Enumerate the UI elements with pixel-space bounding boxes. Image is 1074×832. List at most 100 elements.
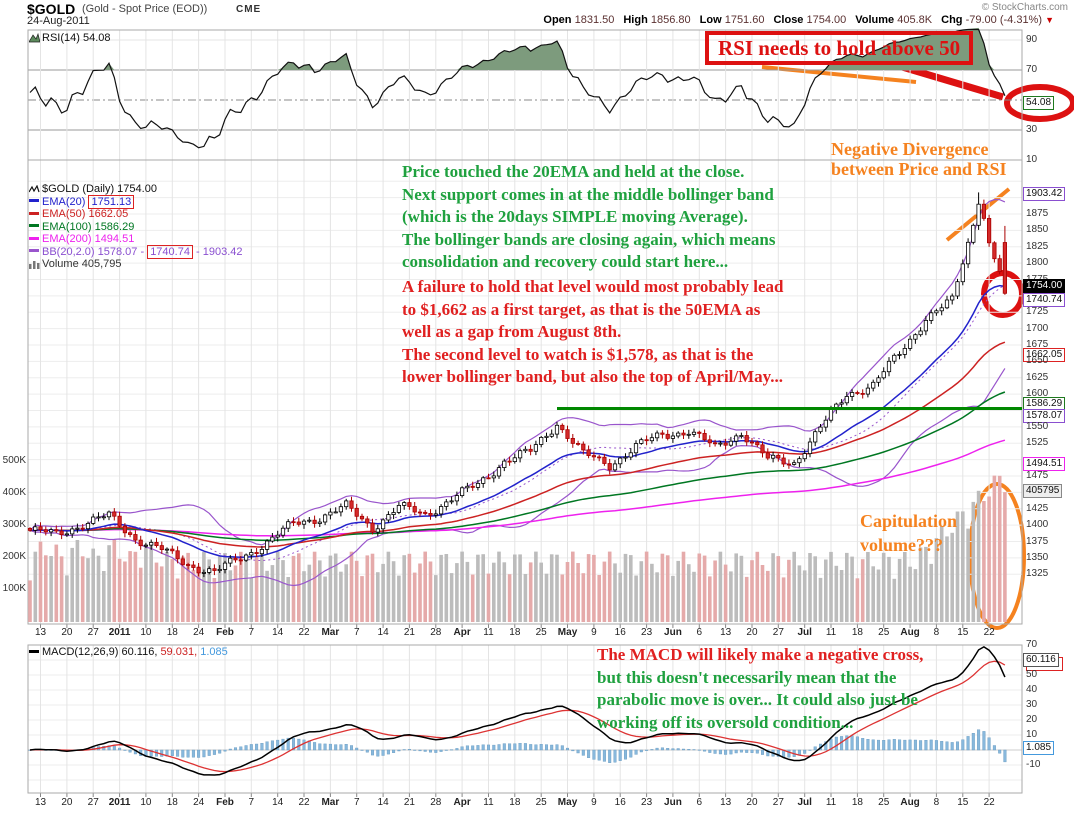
axis-tick-label: 21 bbox=[403, 797, 415, 808]
axis-tick-label: 14 bbox=[377, 627, 389, 638]
axis-tick-label: 20 bbox=[61, 797, 73, 808]
axis-tick-label: 13 bbox=[34, 797, 47, 808]
rsi-legend: RSI(14) 54.08 bbox=[29, 32, 111, 45]
annotation-downside-targets: A failure to hold that level would most … bbox=[402, 277, 784, 386]
axis-tick-label: 16 bbox=[614, 797, 626, 808]
axis-tick-label: Aug bbox=[900, 797, 920, 808]
axis-tick-label: -10 bbox=[1026, 759, 1041, 770]
axis-tick-label: 22 bbox=[983, 627, 995, 638]
macd-signal-value: 59.031, bbox=[160, 646, 198, 658]
axis-tick-label: 11 bbox=[825, 797, 837, 808]
axis-tick-label: 27 bbox=[87, 627, 99, 638]
axis-tick-label: 1600 bbox=[1026, 388, 1049, 400]
axis-tick-label: 10 bbox=[1026, 729, 1038, 740]
macd-value-box: 60.116 bbox=[1023, 653, 1059, 667]
axis-tick-label: Jul bbox=[797, 797, 812, 808]
axis-tick-label: 13 bbox=[720, 797, 732, 808]
axis-tick-label: 7 bbox=[353, 627, 360, 638]
macd-hist-value: 1.085 bbox=[200, 646, 228, 658]
axis-tick-label: 22 bbox=[298, 627, 310, 638]
candles-layer bbox=[27, 192, 1022, 578]
axis-tick-label: 90 bbox=[1026, 34, 1038, 45]
axis-tick-label: 18 bbox=[509, 797, 521, 808]
macd-swatch bbox=[29, 649, 39, 653]
axis-tick-label: 11 bbox=[825, 627, 837, 638]
macd-legend: MACD(12,26,9) 60.116, 59.031, 1.085 bbox=[29, 646, 228, 659]
axis-tick-label: 13 bbox=[720, 627, 732, 638]
axis-tick-label: 18 bbox=[166, 627, 178, 638]
axis-tick-label: Jul bbox=[797, 627, 812, 638]
macd-value: 60.116, bbox=[121, 646, 158, 658]
axis-tick-label: 1850 bbox=[1026, 224, 1049, 236]
axis-tick-label: 200K bbox=[2, 551, 26, 562]
axis-tick-label: 20 bbox=[1026, 714, 1038, 725]
axis-tick-label: 10 bbox=[140, 797, 152, 808]
ema100-text: EMA(100) 1586.29 bbox=[42, 220, 135, 233]
symbol: $GOLD bbox=[27, 1, 76, 17]
axis-tick-label: 10 bbox=[140, 627, 152, 638]
axis-tick-label: 1725 bbox=[1026, 306, 1049, 318]
legend-row-bb: BB(20,2.0) 1578.07 - 1740.74 - 1903.42 bbox=[29, 244, 243, 259]
axis-tick-label: 20 bbox=[61, 627, 73, 638]
ema20-label: EMA(20) bbox=[42, 195, 86, 208]
axis-tick-label: 300K bbox=[2, 519, 26, 530]
ema200-swatch bbox=[29, 236, 39, 240]
axis-tick-label: 15 bbox=[957, 797, 969, 808]
chart-date: 24-Aug-2011 bbox=[27, 15, 90, 27]
last-price-box: 1754.00 bbox=[1023, 279, 1066, 293]
high-label: High bbox=[623, 14, 648, 26]
volume-text: Volume 405,795 bbox=[42, 258, 122, 270]
ema200-text: EMA(200) 1494.51 bbox=[42, 233, 135, 245]
axis-tick-label: 27 bbox=[772, 797, 784, 808]
bb-upper-box: 1903.42 bbox=[1023, 187, 1066, 201]
axis-tick-label: 10 bbox=[1026, 154, 1038, 165]
annotation-rsi-hold-50: RSI needs to hold above 50 bbox=[705, 31, 974, 65]
legend-row-price: $GOLD (Daily) 1754.00 bbox=[29, 183, 243, 196]
volume-bars-icon bbox=[29, 260, 40, 269]
axis-tick-label: 1350 bbox=[1026, 551, 1049, 563]
bb-middle-box: 1740.74 bbox=[1023, 293, 1066, 307]
axis-tick-label: 18 bbox=[166, 797, 178, 808]
axis-tick-label: 2011 bbox=[108, 797, 131, 808]
axis-tick-label: 30 bbox=[1026, 699, 1038, 710]
axis-tick-label: 1400 bbox=[1026, 519, 1049, 531]
exchange-label: CME bbox=[236, 4, 262, 15]
axis-tick-label: 1800 bbox=[1026, 257, 1049, 269]
axis-tick-label: Feb bbox=[216, 797, 234, 808]
axis-tick-label: 6 bbox=[696, 797, 703, 808]
axis-tick-label: 14 bbox=[272, 627, 284, 638]
axis-tick-label: Apr bbox=[453, 797, 471, 808]
legend-row-ema100: EMA(100) 1586.29 bbox=[29, 221, 243, 234]
axis-tick-label: 1625 bbox=[1026, 371, 1049, 383]
axis-tick-label: Aug bbox=[900, 627, 920, 638]
macd-label: MACD(12,26,9) bbox=[42, 646, 119, 658]
axis-tick-label: 1375 bbox=[1026, 535, 1049, 547]
legend-row-ema20: EMA(20) 1751.13 bbox=[29, 194, 243, 209]
bb-tail: - 1903.42 bbox=[196, 245, 243, 258]
axis-tick-label: 27 bbox=[772, 627, 784, 638]
change-down-icon: ▼ bbox=[1045, 15, 1054, 25]
axis-tick-label: 24 bbox=[193, 627, 205, 638]
axis-tick-label: 24 bbox=[193, 797, 205, 808]
rsi-layer bbox=[29, 27, 1006, 149]
low-label: Low bbox=[699, 14, 722, 26]
axis-tick-label: 50 bbox=[1026, 669, 1038, 680]
axis-tick-label: 22 bbox=[983, 797, 995, 808]
axis-tick-label: 11 bbox=[483, 797, 494, 808]
copyright: © StockCharts.com bbox=[981, 2, 1068, 13]
volume-value-box: 405795 bbox=[1023, 484, 1063, 498]
ema100-swatch bbox=[29, 224, 39, 228]
close-value: 1754.00 bbox=[806, 14, 847, 26]
legend-row-volume: Volume 405,795 bbox=[29, 258, 243, 271]
low-value: 1751.60 bbox=[724, 14, 765, 26]
axis-tick-label: 15 bbox=[957, 627, 969, 638]
rsi-value: 54.08 bbox=[82, 32, 111, 44]
open-value: 1831.50 bbox=[574, 14, 615, 26]
axis-tick-label: Apr bbox=[453, 627, 471, 638]
grid-layer bbox=[27, 29, 1023, 797]
axis-tick-label: 1425 bbox=[1026, 502, 1049, 514]
axis-tick-label: 8 bbox=[933, 627, 940, 638]
close-label: Close bbox=[773, 14, 804, 26]
annotation-negative-divergence: Negative Divergence between Price and RS… bbox=[831, 139, 1007, 179]
